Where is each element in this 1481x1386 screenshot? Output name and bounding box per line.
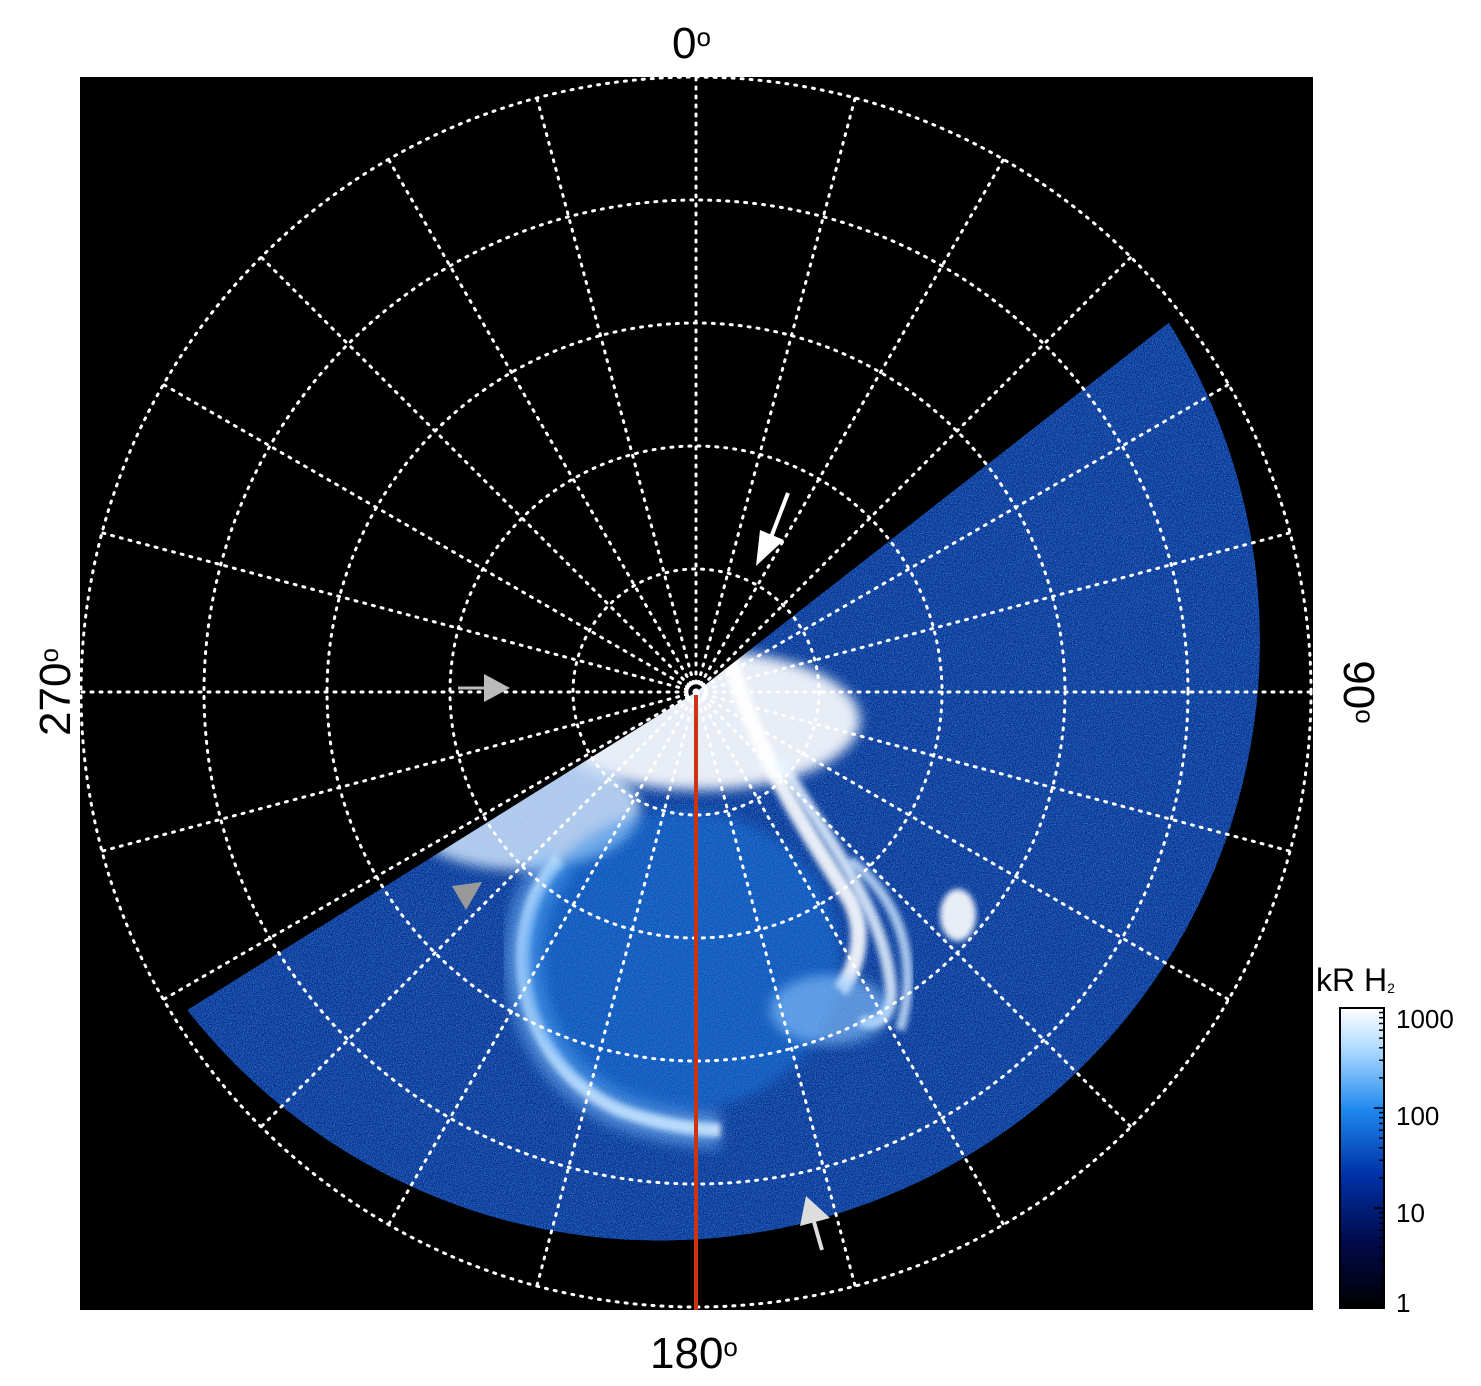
grid-meridian — [694, 690, 1005, 1227]
grid-meridian — [100, 531, 698, 694]
grid-meridian — [694, 255, 1133, 694]
white-arrow — [756, 492, 790, 566]
colorbar-tick-1000: 1000 — [1396, 1004, 1454, 1034]
colorbar — [1339, 1007, 1385, 1309]
gray-arrow-left — [458, 674, 510, 702]
label-0-deg: 0o — [672, 19, 711, 68]
grid-meridian — [694, 690, 1292, 853]
grid-meridian — [100, 690, 698, 853]
grid-meridian — [161, 690, 698, 1001]
colorbar-tick-1: 1 — [1396, 1288, 1411, 1318]
grid-circle — [571, 567, 821, 817]
colorbar-title: kR H2 — [1316, 962, 1395, 998]
colorbar-tick-100: 100 — [1396, 1101, 1440, 1131]
label-270-deg: 270o — [31, 648, 80, 736]
label-90-deg: 90o — [1334, 660, 1383, 724]
grid-meridian — [694, 383, 1231, 694]
colorbar-tick-10: 10 — [1396, 1198, 1425, 1228]
label-180-deg: 180o — [650, 1329, 738, 1378]
grid-meridian — [161, 383, 698, 694]
grid-meridian — [259, 690, 698, 1129]
grid-meridian — [694, 690, 1231, 1001]
gray-arrow-bottom — [800, 1196, 830, 1251]
gray-triangle — [452, 882, 482, 910]
grid-meridian — [694, 157, 1005, 694]
grid-meridian — [694, 96, 857, 694]
grid-meridian — [259, 255, 698, 694]
grid-meridian — [694, 531, 1292, 694]
grid-meridian — [694, 690, 1133, 1129]
grid-meridian — [694, 690, 857, 1288]
grid-meridian — [387, 690, 698, 1227]
grid-meridian — [535, 690, 698, 1288]
grid-meridian — [535, 96, 698, 694]
colorbar-scale — [1339, 1007, 1385, 1309]
grid-meridian — [387, 157, 698, 694]
